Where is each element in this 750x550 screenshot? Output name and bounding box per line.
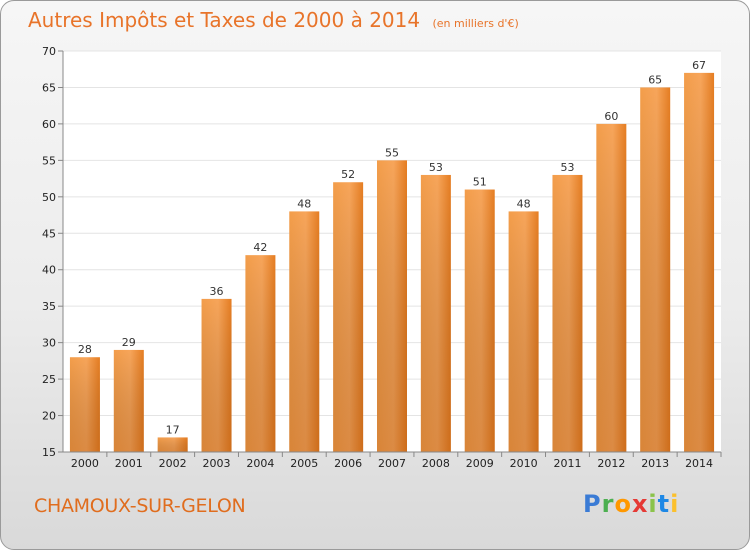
x-tick-label: 2009 bbox=[466, 457, 494, 470]
x-tick-label: 2004 bbox=[246, 457, 274, 470]
y-tick-label: 55 bbox=[42, 154, 56, 167]
place-name: CHAMOUX-SUR-GELON bbox=[34, 495, 246, 517]
bar-value-label: 17 bbox=[166, 423, 180, 436]
x-tick-label: 2003 bbox=[203, 457, 231, 470]
y-tick-label: 70 bbox=[42, 45, 56, 58]
bar-shade bbox=[684, 72, 715, 452]
bar-value-label: 52 bbox=[341, 168, 355, 181]
bar-shade bbox=[377, 160, 407, 452]
axes: 15 20 25 30 35 40 45 50 55 60 65 70 2000 2001 2002 2003… bbox=[42, 45, 722, 470]
bar-value-label: 55 bbox=[385, 146, 399, 159]
x-tick-label: 2012 bbox=[597, 457, 625, 470]
bar-value-label: 51 bbox=[473, 176, 487, 189]
bar-shade bbox=[464, 189, 495, 452]
bar-shade bbox=[69, 357, 100, 452]
logo-letter: o bbox=[614, 490, 632, 518]
x-tick-label: 2001 bbox=[115, 457, 143, 470]
bar-value-label: 36 bbox=[210, 285, 224, 298]
x-tick-label: 2008 bbox=[422, 457, 450, 470]
y-tick-label: 25 bbox=[42, 373, 56, 386]
bar-value-label: 48 bbox=[517, 197, 531, 210]
logo-letter: t bbox=[657, 490, 671, 518]
x-tick-label: 2014 bbox=[685, 457, 713, 470]
bar-value-label: 42 bbox=[253, 241, 267, 254]
logo-letter: P bbox=[583, 490, 602, 518]
y-tick-label: 35 bbox=[42, 300, 56, 313]
bar-shade bbox=[420, 174, 451, 453]
logo-letter: x bbox=[631, 490, 649, 518]
y-tick-label: 40 bbox=[42, 264, 56, 277]
y-tick-label: 30 bbox=[42, 337, 56, 350]
x-tick-label: 2006 bbox=[334, 457, 362, 470]
bar-value-label: 53 bbox=[560, 161, 574, 174]
bar-value-label: 28 bbox=[78, 343, 92, 356]
proxiti-logo[interactable]: Proxiti bbox=[583, 490, 679, 518]
x-tick-label: 2002 bbox=[159, 457, 187, 470]
bar-shade bbox=[157, 437, 188, 452]
bar-value-label: 48 bbox=[297, 197, 311, 210]
x-tick-label: 2007 bbox=[378, 457, 406, 470]
bar-value-label: 29 bbox=[122, 336, 136, 349]
bar-value-label: 65 bbox=[648, 73, 662, 86]
title-text: Autres Impôts et Taxes de 2000 à 2014 bbox=[28, 8, 421, 32]
logo-letter: i bbox=[648, 490, 658, 518]
y-tick-label: 50 bbox=[42, 191, 56, 204]
bar-shade bbox=[113, 349, 144, 452]
bar-shade bbox=[640, 87, 671, 453]
logo-letter: r bbox=[601, 490, 615, 518]
logo-letter: i bbox=[670, 490, 680, 518]
x-tick-label: 2011 bbox=[553, 457, 581, 470]
bar-shade bbox=[289, 211, 320, 452]
x-tick-label: 2013 bbox=[641, 457, 669, 470]
y-tick-label: 45 bbox=[42, 227, 56, 240]
x-tick-label: 2000 bbox=[71, 457, 99, 470]
bar-shade bbox=[245, 255, 276, 452]
x-tick-label: 2005 bbox=[290, 457, 318, 470]
y-tick-label: 60 bbox=[42, 118, 56, 131]
bar-shade bbox=[508, 211, 539, 452]
bar-shade bbox=[201, 298, 232, 452]
bars: 28 29 17 36 42 48 52 55 53 51 48 53 60 65 67 bbox=[69, 59, 715, 453]
bar-value-label: 53 bbox=[429, 161, 443, 174]
y-tick-label: 65 bbox=[42, 81, 56, 94]
x-tick-label: 2010 bbox=[510, 457, 538, 470]
chart-title: Autres Impôts et Taxes de 2000 à 2014 (e… bbox=[28, 8, 519, 32]
bar-shade bbox=[596, 123, 627, 452]
y-tick-label: 20 bbox=[42, 410, 56, 423]
bar-value-label: 67 bbox=[692, 59, 706, 72]
y-tick-label: 15 bbox=[42, 446, 56, 459]
bar-value-label: 60 bbox=[604, 110, 618, 123]
subtitle-text: (en milliers d'€) bbox=[432, 17, 519, 30]
bar-shade bbox=[333, 182, 364, 452]
bar-shade bbox=[552, 174, 583, 453]
